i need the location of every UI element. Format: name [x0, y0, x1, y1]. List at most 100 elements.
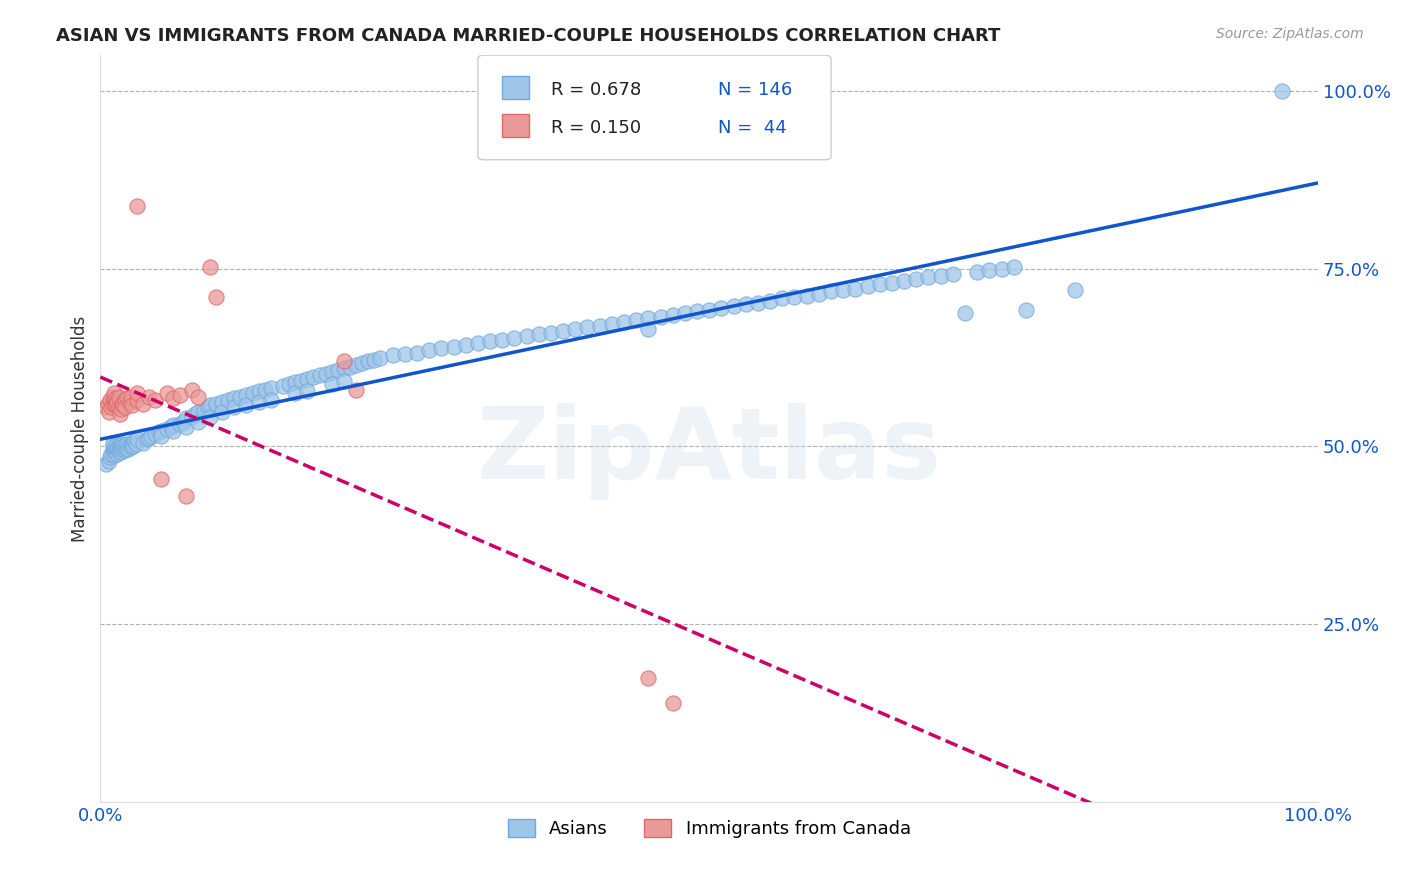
Point — [103, 448, 125, 462]
Point — [172, 415, 194, 429]
Point — [180, 383, 202, 397]
Point — [101, 390, 124, 404]
Point — [832, 283, 855, 297]
Point — [661, 696, 683, 710]
Point — [162, 391, 184, 405]
Point — [326, 362, 349, 376]
Point — [169, 417, 191, 431]
Point — [770, 292, 793, 306]
Point — [197, 401, 219, 415]
Point — [101, 440, 124, 454]
Point — [105, 441, 128, 455]
Point — [110, 440, 132, 454]
Point — [104, 441, 127, 455]
Point — [253, 383, 276, 397]
Point — [156, 386, 179, 401]
Point — [783, 290, 806, 304]
Point — [101, 397, 124, 411]
Point — [600, 317, 623, 331]
Point — [869, 277, 891, 292]
Point — [174, 419, 197, 434]
Point — [242, 386, 264, 401]
Text: R = 0.678: R = 0.678 — [551, 81, 641, 99]
Point — [205, 290, 228, 304]
Point — [110, 445, 132, 459]
Point — [381, 348, 404, 362]
Point — [278, 376, 301, 391]
Point — [114, 443, 136, 458]
Point — [516, 329, 538, 343]
Point — [108, 442, 131, 457]
Point — [143, 426, 166, 441]
Point — [121, 436, 143, 450]
Point — [122, 440, 145, 454]
Point — [966, 265, 988, 279]
Point — [333, 374, 356, 388]
Point — [198, 260, 221, 275]
Text: ZipAtlas: ZipAtlas — [477, 402, 942, 500]
Point — [115, 391, 138, 405]
Point — [271, 379, 294, 393]
Point — [96, 457, 118, 471]
Point — [467, 336, 489, 351]
Point — [979, 263, 1001, 277]
Point — [406, 345, 429, 359]
Point — [96, 401, 118, 415]
Point — [114, 401, 136, 415]
Point — [224, 401, 246, 415]
Point — [820, 285, 842, 299]
Point — [141, 429, 163, 443]
Point — [124, 437, 146, 451]
Point — [103, 386, 125, 401]
Point — [100, 401, 122, 415]
Point — [418, 343, 440, 358]
Point — [443, 340, 465, 354]
Point — [637, 671, 659, 685]
Point — [553, 324, 575, 338]
Point — [105, 395, 128, 409]
Point — [247, 395, 270, 409]
Point — [118, 395, 141, 409]
Point — [107, 401, 129, 415]
Point — [101, 443, 124, 458]
Point — [905, 272, 928, 286]
Point — [308, 368, 330, 383]
Point — [198, 398, 221, 412]
Point — [105, 398, 128, 412]
Point — [454, 338, 477, 352]
FancyBboxPatch shape — [502, 113, 529, 136]
Point — [893, 274, 915, 288]
Point — [150, 429, 173, 443]
Point — [723, 299, 745, 313]
Point — [148, 425, 170, 440]
Point — [224, 391, 246, 405]
Point — [118, 438, 141, 452]
Point — [953, 306, 976, 320]
Text: N = 146: N = 146 — [718, 81, 792, 99]
Point — [710, 301, 733, 315]
Text: ASIAN VS IMMIGRANTS FROM CANADA MARRIED-COUPLE HOUSEHOLDS CORRELATION CHART: ASIAN VS IMMIGRANTS FROM CANADA MARRIED-… — [56, 27, 1001, 45]
Point — [637, 322, 659, 336]
Point — [169, 388, 191, 402]
Point — [162, 418, 184, 433]
Point — [284, 386, 307, 401]
Point — [107, 390, 129, 404]
Point — [105, 391, 128, 405]
Point — [697, 302, 720, 317]
Legend: Asians, Immigrants from Canada: Asians, Immigrants from Canada — [501, 812, 918, 846]
Point — [174, 489, 197, 503]
Point — [942, 268, 965, 282]
Point — [370, 351, 392, 365]
Point — [174, 411, 197, 425]
Point — [661, 308, 683, 322]
Point — [104, 393, 127, 408]
Point — [107, 444, 129, 458]
Point — [111, 442, 134, 456]
Point — [576, 320, 599, 334]
Point — [101, 436, 124, 450]
Point — [650, 310, 672, 324]
Point — [564, 322, 586, 336]
Point — [339, 359, 361, 374]
Point — [235, 388, 257, 402]
Point — [297, 384, 319, 398]
